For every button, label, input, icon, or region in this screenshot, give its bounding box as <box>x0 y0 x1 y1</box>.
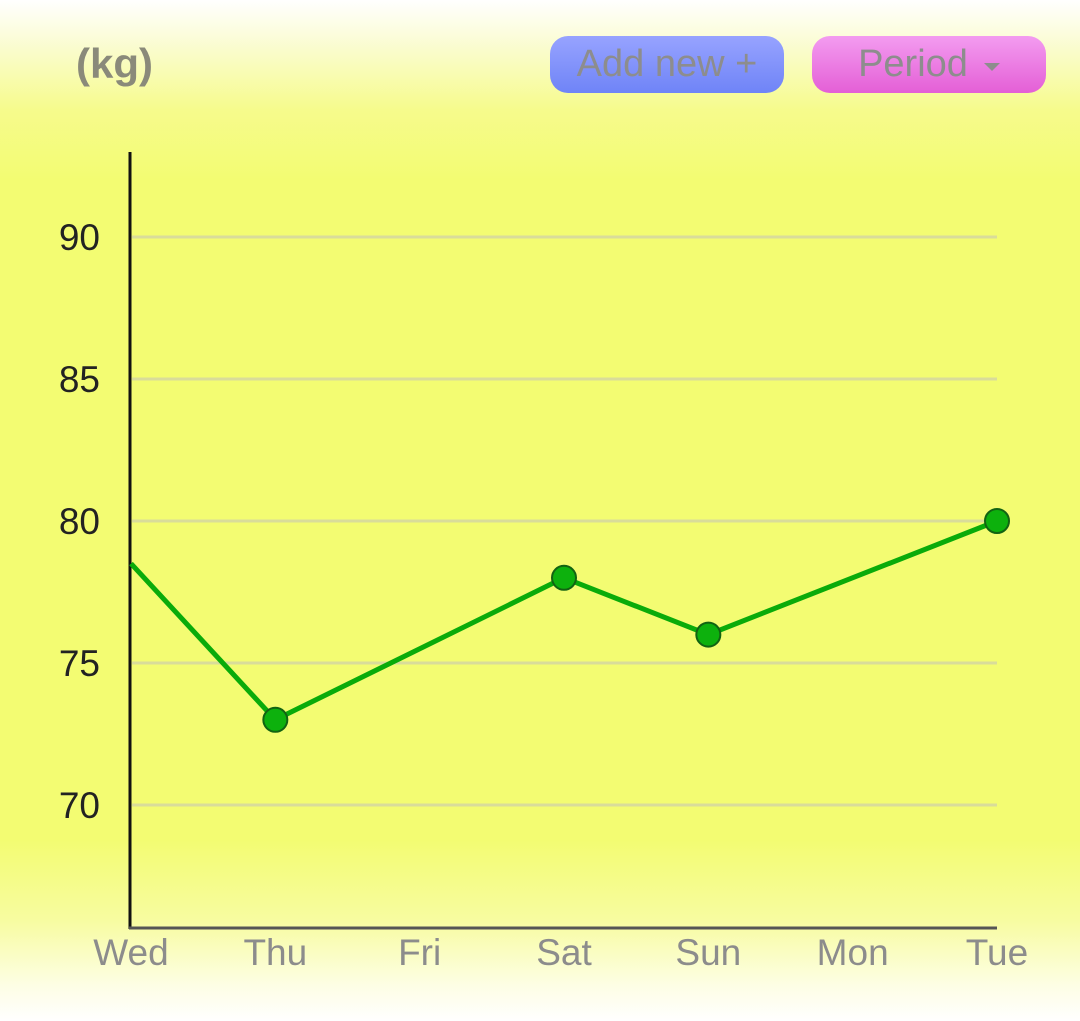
x-tick-label-wed: Wed <box>93 932 168 973</box>
y-tick-label-90: 90 <box>59 217 100 258</box>
y-tick-label-75: 75 <box>59 643 100 684</box>
y-tick-label-80: 80 <box>59 501 100 542</box>
x-tick-label-sun: Sun <box>675 932 741 973</box>
chart-data-points <box>262 508 1010 733</box>
period-dropdown-button[interactable]: Period <box>812 36 1046 93</box>
data-point-tue[interactable] <box>984 508 1010 534</box>
data-point-sun[interactable] <box>695 621 722 648</box>
x-tick-label-sat: Sat <box>536 932 592 973</box>
chart-x-axis-ticks: Wed Thu Fri Sat Sun Mon Tue <box>93 932 1028 973</box>
add-new-button[interactable]: Add new + <box>550 36 784 93</box>
y-tick-label-85: 85 <box>59 359 100 400</box>
x-tick-label-tue: Tue <box>966 932 1028 973</box>
x-tick-label-fri: Fri <box>398 932 441 973</box>
add-new-button-label: Add new + <box>576 43 758 85</box>
data-point-thu[interactable] <box>262 706 289 733</box>
x-tick-label-thu: Thu <box>243 932 307 973</box>
chart-gridlines <box>132 235 997 807</box>
chart-y-axis-ticks: 70 75 80 85 90 <box>59 217 100 826</box>
data-point-sat[interactable] <box>551 564 577 591</box>
caret-down-icon <box>983 62 1000 71</box>
weight-series-line <box>129 518 998 723</box>
y-tick-label-70: 70 <box>59 785 100 826</box>
unit-label: (kg) <box>76 40 153 87</box>
x-tick-label-mon: Mon <box>817 932 889 973</box>
period-button-label: Period <box>858 43 968 85</box>
